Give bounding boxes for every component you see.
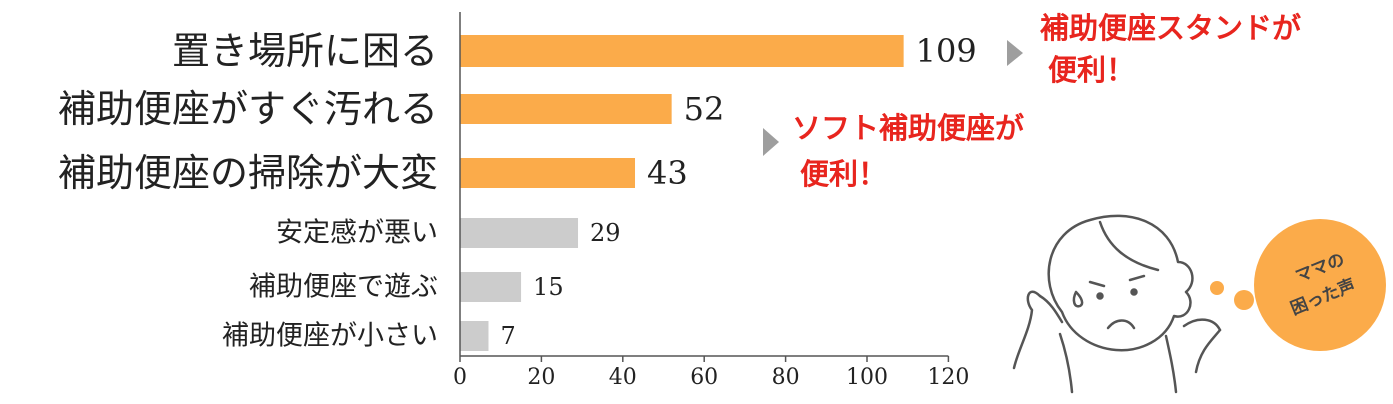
callout-1-line-1: 補助便座スタンドが [1039,11,1301,45]
troubled-mother-icon [1012,214,1222,394]
x-tick-label-6: 100 [846,365,888,390]
callout-2-line-1: ソフト補助便座が [792,111,1024,145]
value-labels: 109 52 43 29 15 7 [500,32,976,350]
x-tick-label-2: 20 [527,365,555,390]
category-label-6: 補助便座が小さい [222,321,438,352]
value-label-5: 15 [533,273,564,301]
category-label-4: 安定感が悪い [276,218,438,249]
bar-2 [460,94,672,124]
bar-6 [460,321,489,351]
value-label-2: 52 [684,90,725,128]
speech-bubble: ママの 困った声 [1210,219,1386,351]
bar-5 [460,272,522,302]
callout-arrow-2 [763,128,779,156]
callout-2-line-2: 便利！ [800,157,887,191]
x-tick-label-1: 0 [453,365,467,390]
x-tick-label-5: 80 [772,365,800,390]
callout-arrow-1 [1007,40,1023,66]
category-label-3: 補助便座の掃除が大変 [58,151,438,195]
category-label-1: 置き場所に困る [172,29,438,73]
bar-4 [460,218,579,248]
x-tick-label-7: 120 [927,365,969,390]
category-labels: 置き場所に困る補助便座がすぐ汚れる補助便座の掃除が大変安定感が悪い補助便座で遊ぶ… [58,29,438,352]
category-label-5: 補助便座で遊ぶ [249,272,438,303]
value-label-3: 43 [647,154,688,192]
axes: 0 20 40 60 80 100 120 [453,12,969,390]
bars-layer [460,35,904,351]
bar-1 [460,35,904,67]
value-label-4: 29 [590,219,621,247]
category-label-2: 補助便座がすぐ汚れる [58,87,438,131]
value-label-6: 7 [500,322,515,350]
x-tick-label-4: 60 [690,365,718,390]
bar-3 [460,158,636,188]
value-label-1: 109 [916,32,977,70]
x-tick-label-3: 40 [609,365,637,390]
callout-1-line-2: 便利！ [1048,53,1135,87]
